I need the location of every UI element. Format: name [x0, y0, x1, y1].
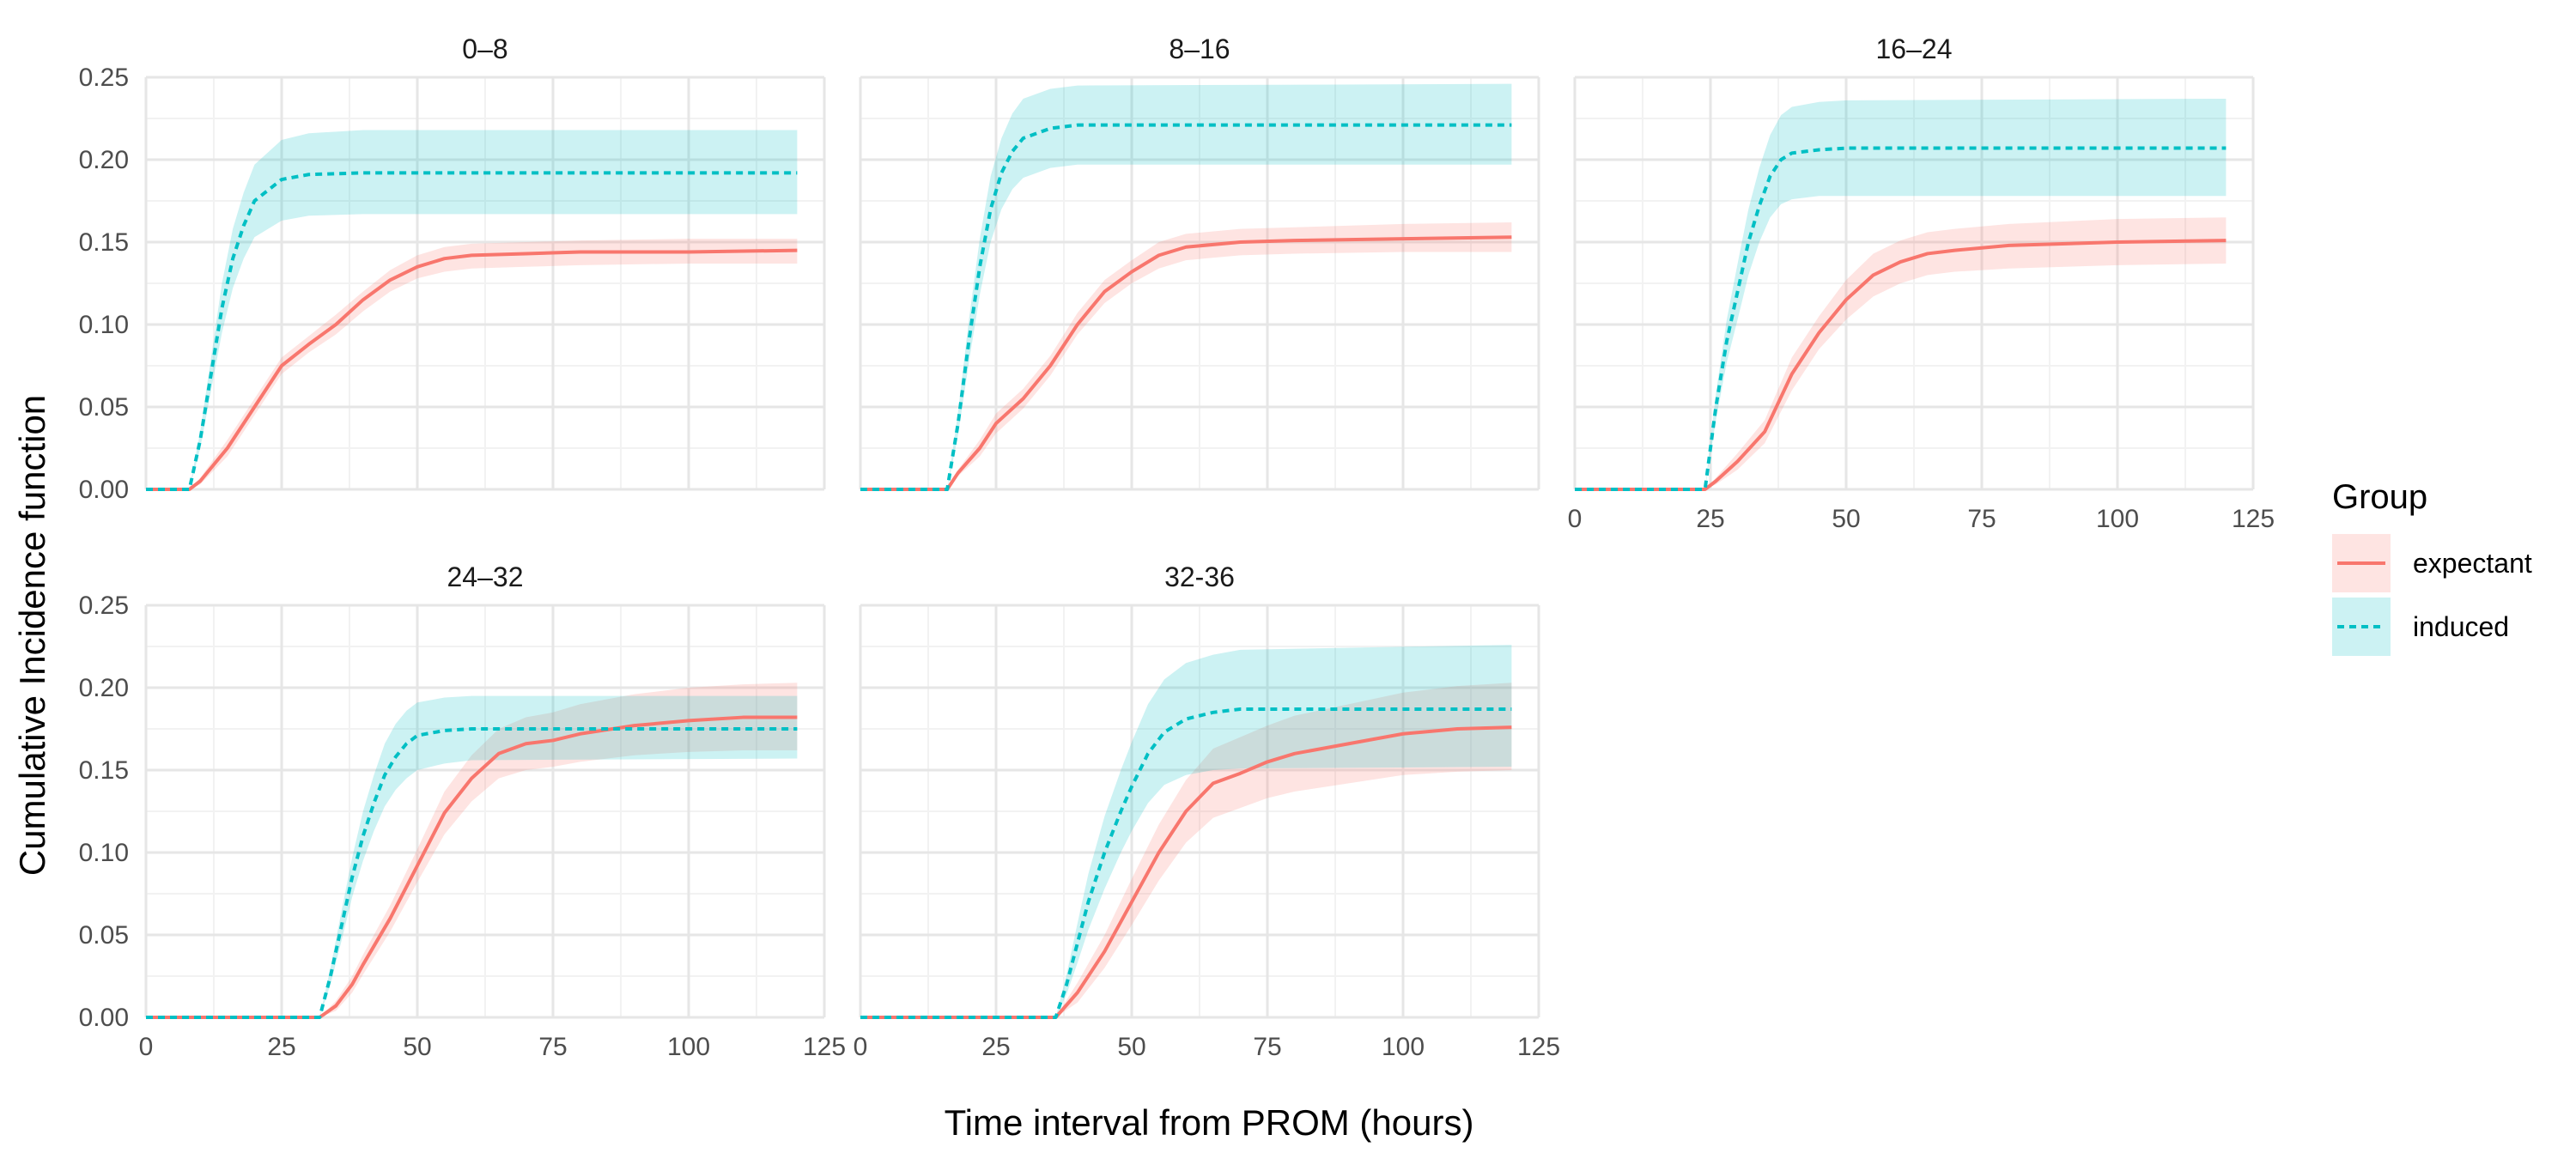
y-tick-label: 0.15 — [79, 756, 129, 785]
x-tick-label: 75 — [1253, 1033, 1281, 1061]
y-tick-label: 0.10 — [79, 839, 129, 867]
legend: Group expectant induced — [2332, 478, 2532, 656]
ci-band-induced — [860, 83, 1512, 490]
x-tick-label: 25 — [1696, 505, 1724, 533]
y-tick-label: 0.00 — [79, 1004, 129, 1032]
ci-band-induced — [860, 645, 1512, 1017]
panel-4: 24–32 0.00 0.05 0.10 0.15 0.20 0.25 0 25 50 75 100 1… — [79, 561, 846, 1061]
series-line-induced — [146, 171, 798, 491]
panel-1: 0–8 0.00 0.05 0.10 0.15 0.20 0.25 — [79, 33, 826, 504]
series-line-induced — [860, 123, 1512, 491]
y-tick-label: 0.15 — [79, 228, 129, 257]
x-tick-label: 25 — [981, 1033, 1010, 1061]
panel-5: 32-36 0 25 50 75 100 125 — [854, 561, 1560, 1061]
legend-item-induced: induced — [2332, 598, 2509, 656]
panel-strip-label: 8–16 — [1169, 33, 1230, 64]
x-tick-label: 75 — [1967, 505, 1996, 533]
panels-layer: 0–8 0.00 0.05 0.10 0.15 0.20 0.25 8–16 16–24 0 25 5… — [79, 33, 2275, 1061]
panel-strip-label: 16–24 — [1876, 33, 1953, 64]
y-tick-label: 0.20 — [79, 146, 129, 174]
x-tick-label: 50 — [1117, 1033, 1145, 1061]
x-tick-label: 100 — [2096, 505, 2139, 533]
ci-band-expectant — [1575, 217, 2227, 489]
legend-label-expectant: expectant — [2413, 548, 2532, 579]
ci-band-induced — [1575, 98, 2227, 490]
x-tick-label: 50 — [403, 1033, 431, 1061]
ci-band-expectant — [146, 239, 798, 489]
series-line-induced — [1575, 146, 2227, 491]
x-tick-label: 125 — [2232, 505, 2275, 533]
y-tick-label: 0.25 — [79, 64, 129, 92]
legend-label-induced: induced — [2413, 611, 2509, 642]
y-tick-label: 0.10 — [79, 311, 129, 339]
x-tick-label: 75 — [538, 1033, 567, 1061]
x-tick-label: 100 — [1382, 1033, 1425, 1061]
x-tick-label: 125 — [1517, 1033, 1560, 1061]
series-line-expectant — [860, 235, 1512, 491]
panel-strip-label: 32-36 — [1164, 561, 1235, 592]
ci-band-expectant — [146, 683, 798, 1017]
y-tick-label: 0.05 — [79, 393, 129, 422]
series-line-expectant — [146, 248, 798, 491]
x-tick-label: 25 — [267, 1033, 295, 1061]
legend-item-expectant: expectant — [2332, 534, 2532, 592]
y-tick-label: 0.20 — [79, 674, 129, 702]
panel-strip-label: 0–8 — [462, 33, 507, 64]
ci-band-induced — [146, 130, 798, 489]
x-axis-title: Time interval from PROM (hours) — [945, 1102, 1474, 1143]
series-line-expectant — [146, 715, 798, 1019]
panel-3: 16–24 0 25 50 75 100 125 — [1568, 33, 2275, 533]
x-tick-label: 50 — [1832, 505, 1860, 533]
panel-2: 8–16 — [859, 33, 1540, 491]
y-tick-label: 0.00 — [79, 476, 129, 504]
y-tick-label: 0.25 — [79, 592, 129, 620]
ci-band-expectant — [860, 221, 1512, 489]
x-tick-label: 0 — [1568, 505, 1583, 533]
y-tick-label: 0.05 — [79, 921, 129, 950]
legend-title: Group — [2332, 478, 2427, 516]
x-tick-label: 0 — [139, 1033, 154, 1061]
series-line-expectant — [1575, 239, 2227, 491]
ci-band-induced — [146, 695, 798, 1017]
series-line-induced — [146, 727, 798, 1019]
y-axis-title: Cumulative Incidence function — [12, 395, 52, 876]
x-tick-label: 0 — [854, 1033, 868, 1061]
series-line-induced — [860, 707, 1512, 1019]
x-tick-label: 125 — [803, 1033, 846, 1061]
ci-band-expectant — [860, 683, 1512, 1017]
panel-strip-label: 24–32 — [447, 561, 524, 592]
x-tick-label: 100 — [667, 1033, 710, 1061]
series-line-expectant — [860, 725, 1512, 1019]
